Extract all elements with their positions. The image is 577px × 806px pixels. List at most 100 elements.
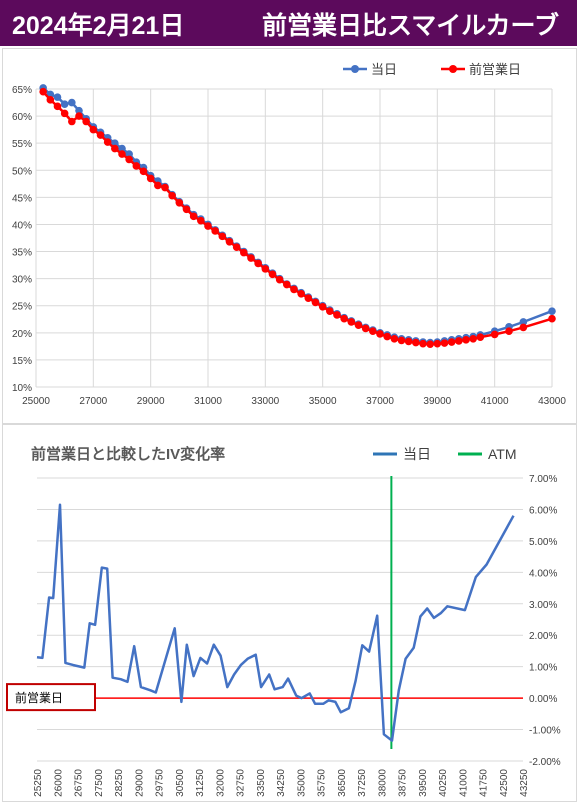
x-tick-label: 41750 (479, 769, 490, 797)
data-point (232, 243, 241, 252)
iv-change-panel: 前営業日と比較したIV変化率 7.00% 6.00% 5.00% 4.00% 3.00% 2… (2, 424, 577, 802)
x-tick-label: 27000 (79, 396, 107, 407)
x-tick-label: 41000 (481, 396, 509, 407)
x-tick-label: 25000 (22, 396, 50, 407)
data-point (383, 332, 391, 341)
y-tick-label: 0.00% (529, 694, 557, 705)
data-point (96, 131, 105, 139)
x-tick-label: 38000 (377, 769, 388, 797)
page-header: 2024年2月21日 前営業日比スマイルカーブ (0, 0, 577, 46)
data-point (225, 237, 234, 246)
data-point (340, 314, 348, 323)
data-point (89, 125, 98, 134)
data-point (125, 150, 133, 158)
data-point (447, 338, 456, 346)
x-tick-label: 36500 (337, 769, 348, 797)
data-point (426, 340, 434, 348)
data-point (68, 117, 76, 126)
data-point (462, 336, 470, 344)
x-tick-label: 35750 (317, 769, 328, 797)
y-tick-label: 50% (12, 166, 32, 177)
data-point (311, 298, 320, 307)
data-point (476, 333, 485, 341)
data-point (290, 285, 298, 294)
y-tick-label: 35% (12, 248, 32, 259)
y-tick-label: -2.00% (529, 757, 561, 768)
data-point (154, 181, 162, 190)
x-tick-label: 43000 (538, 396, 566, 407)
data-point (275, 275, 284, 284)
x-tick-label: 37250 (357, 769, 368, 797)
x-tick-label: 33000 (251, 396, 279, 407)
data-point (505, 327, 513, 335)
x-tick-label: 39500 (418, 769, 429, 797)
data-point (211, 227, 219, 235)
x-tick-label: 29750 (155, 769, 166, 797)
data-point (433, 339, 442, 348)
x-tick-label: 37000 (366, 396, 394, 407)
data-point (261, 265, 270, 273)
y-tick-label: 5.00% (529, 537, 557, 548)
x-tick-label: 25250 (33, 769, 44, 797)
x-tick-label: 33500 (256, 769, 267, 797)
x-tick-label: 39000 (423, 396, 451, 407)
series-line-prev-day (42, 90, 553, 346)
legend-label: 当日 (371, 62, 397, 77)
data-point (519, 323, 528, 332)
y-tick-label: 65% (12, 85, 32, 96)
data-point (175, 198, 184, 207)
data-point (189, 212, 198, 221)
data-point (347, 318, 356, 326)
data-point (60, 109, 69, 118)
x-tick-label: 35000 (296, 769, 307, 797)
data-point (412, 338, 420, 347)
data-point (297, 290, 305, 298)
y-tick-label: 2.00% (529, 631, 557, 642)
x-tick-label: 32750 (236, 769, 247, 797)
legend-marker (351, 65, 359, 73)
x-tick-label: 29000 (137, 396, 165, 407)
x-tick-label: 27500 (94, 769, 105, 797)
legend-label: 前営業日 (469, 62, 521, 77)
iv-change-chart: 前営業日と比較したIV変化率 7.00% 6.00% 5.00% 4.00% 3.00% 2… (6, 445, 561, 797)
data-point (146, 174, 155, 183)
data-point (268, 270, 277, 279)
x-tick-label: 28250 (114, 769, 125, 797)
data-point (354, 321, 363, 330)
data-point (82, 117, 90, 126)
data-point (53, 93, 62, 101)
y-tick-label: 40% (12, 220, 32, 231)
data-point (419, 339, 427, 348)
data-point (53, 102, 62, 111)
y-tick-label: 20% (12, 329, 32, 340)
data-point (318, 303, 327, 311)
y-tick-label: 45% (12, 193, 32, 204)
data-point (182, 205, 191, 214)
data-point (103, 138, 112, 146)
x-tick-label: 26750 (74, 769, 85, 797)
y-tick-label: 25% (12, 302, 32, 313)
legend-label: 当日 (403, 446, 431, 462)
data-point (333, 311, 341, 319)
smile-curve-chart: 10% 15% 20% 25% 30% 35% 40% 45% 50% 55% 60% 65% 2500… (12, 62, 566, 407)
y-tick-label: 10% (12, 383, 32, 394)
x-tick-label: 31000 (194, 396, 222, 407)
legend-marker (449, 65, 457, 73)
data-point (519, 318, 528, 326)
y-tick-label: 3.00% (529, 600, 557, 611)
y-tick-label: 6.00% (529, 505, 557, 516)
data-point (75, 112, 83, 120)
data-point (455, 337, 463, 345)
data-point (197, 216, 205, 225)
data-point (46, 96, 55, 104)
baseline-label-box (6, 683, 96, 712)
y-tick-label: 60% (12, 112, 32, 123)
y-tick-label: 55% (12, 139, 32, 150)
x-tick-label: 42500 (499, 769, 510, 797)
x-tick-label: 35000 (309, 396, 337, 407)
data-point (168, 191, 176, 200)
data-point (240, 248, 248, 257)
y-tick-label: 15% (12, 356, 32, 367)
data-point (369, 327, 377, 335)
data-point (118, 150, 126, 158)
